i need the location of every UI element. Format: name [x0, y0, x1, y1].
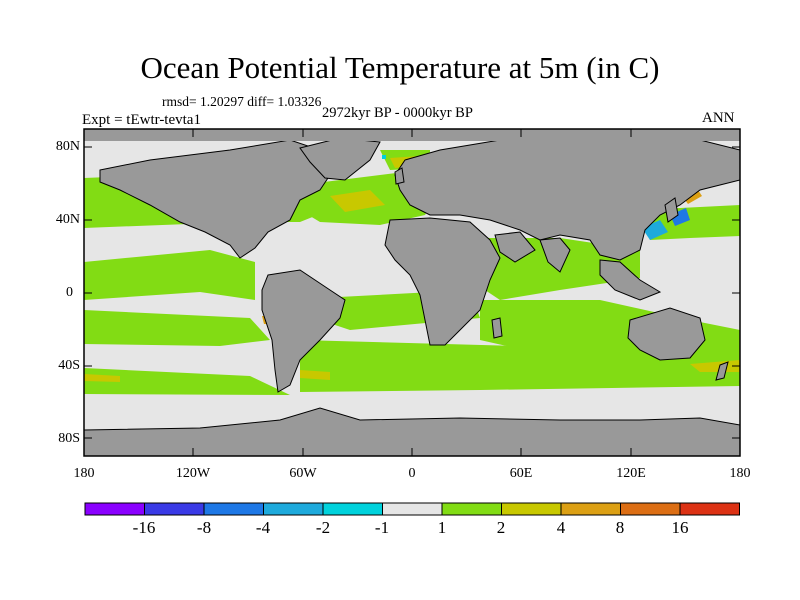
lon-label-0: 0 — [408, 466, 416, 481]
colorbar-box — [679, 502, 740, 516]
india — [539, 237, 571, 273]
colorbar-label: 4 — [556, 518, 566, 537]
lat-label-40s: 40S — [58, 358, 80, 373]
colorbar — [84, 502, 740, 516]
cooling-regions — [382, 155, 690, 240]
colorbar-box — [144, 502, 205, 516]
lat-label-40n: 40N — [55, 212, 80, 227]
colorbar-label: 8 — [615, 518, 625, 537]
colorbar-box — [620, 502, 681, 516]
season-label: ANN — [702, 110, 735, 126]
land-masses — [84, 134, 740, 456]
colorbar-label: 2 — [496, 518, 506, 537]
colorbar-label: -2 — [315, 518, 331, 537]
australia — [627, 307, 706, 361]
lat-label-80s: 80S — [58, 431, 80, 446]
colorbar-label: -4 — [255, 518, 271, 537]
colorbar-box — [560, 502, 621, 516]
colorbar-box — [501, 502, 562, 516]
southeast-asia — [599, 259, 662, 301]
experiment-label: Expt = tEwtr-tevta1 — [82, 112, 201, 128]
colorbar-box — [322, 502, 383, 516]
colorbar-box — [263, 502, 324, 516]
colorbar-box — [441, 502, 502, 516]
colorbar-box — [203, 502, 264, 516]
map-area — [84, 129, 740, 456]
colorbar-label: -1 — [374, 518, 390, 537]
stats-text: rmsd= 1.20297 diff= 1.03326 — [162, 94, 322, 109]
colorbar-label: 16 — [671, 518, 689, 537]
colorbar-label: -16 — [132, 518, 156, 537]
lat-label-equator: 0 — [66, 285, 73, 300]
africa — [384, 217, 501, 346]
arabia — [494, 231, 536, 263]
south-america — [261, 269, 346, 393]
colorbar-label: -8 — [196, 518, 212, 537]
lon-label-180-east: 180 — [729, 466, 751, 481]
period-label: 2972kyr BP - 0000kyr BP — [322, 105, 473, 121]
lat-label-80n: 80N — [55, 139, 80, 154]
colorbar-label: 1 — [437, 518, 447, 537]
madagascar — [491, 317, 503, 339]
lon-label-120w: 120W — [175, 466, 211, 481]
lon-label-120e: 120E — [616, 466, 646, 481]
colorbar-box — [382, 502, 443, 516]
new-zealand — [715, 361, 729, 381]
plot-title: Ocean Potential Temperature at 5m (in C) — [140, 50, 660, 85]
colorbar-box — [84, 502, 145, 516]
lon-label-60e: 60E — [509, 466, 533, 481]
lon-label-180-west: 180 — [73, 466, 95, 481]
axis-ticks — [84, 129, 740, 456]
uk — [394, 167, 405, 185]
antarctica — [84, 407, 740, 456]
lon-label-60w: 60W — [289, 466, 317, 481]
japan — [664, 197, 679, 223]
